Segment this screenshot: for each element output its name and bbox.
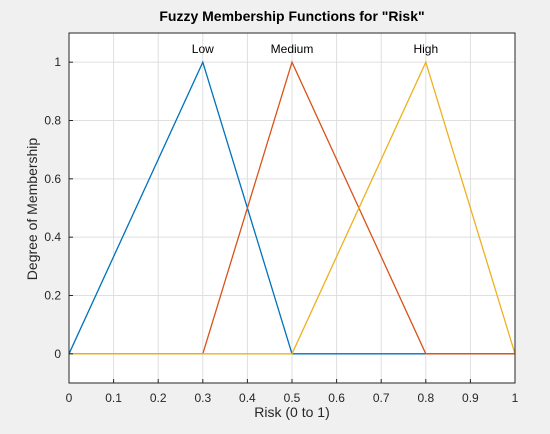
chart-title: Fuzzy Membership Functions for "Risk" xyxy=(159,8,424,24)
x-axis-label: Risk (0 to 1) xyxy=(254,404,329,420)
y-tick-label: 0.6 xyxy=(44,172,61,186)
x-tick-label: 0.4 xyxy=(239,391,256,405)
x-tick-label: 1 xyxy=(512,391,519,405)
x-tick-label: 0.9 xyxy=(462,391,479,405)
series-label-medium: Medium xyxy=(271,42,314,56)
series-label-high: High xyxy=(413,42,438,56)
y-tick-label: 0.8 xyxy=(44,114,61,128)
series-lines xyxy=(68,60,516,355)
y-tick-label: 0.4 xyxy=(44,230,61,244)
y-tick-label: 0.2 xyxy=(44,289,61,303)
x-tick-label: 0.5 xyxy=(284,391,301,405)
y-tick-label: 0 xyxy=(54,347,61,361)
x-tick-label: 0.1 xyxy=(105,391,122,405)
y-axis-label: Degree of Membership xyxy=(24,138,40,281)
x-tick-label: 0.3 xyxy=(194,391,211,405)
ticks: 0 0.1 0.2 0.3 0.4 0.5 0.6 0.7 0.8 0.9 1 0 0.2 0.4 0.6 0… xyxy=(44,55,518,405)
series-labels: Low Medium High xyxy=(192,42,438,56)
series-label-low: Low xyxy=(192,42,214,56)
x-tick-label: 0.8 xyxy=(417,391,434,405)
x-tick-label: 0.6 xyxy=(328,391,345,405)
x-tick-label: 0.2 xyxy=(150,391,167,405)
x-tick-label: 0 xyxy=(66,391,73,405)
y-tick-label: 1 xyxy=(54,55,61,69)
series-line-high xyxy=(69,60,516,355)
x-tick-label: 0.7 xyxy=(373,391,390,405)
